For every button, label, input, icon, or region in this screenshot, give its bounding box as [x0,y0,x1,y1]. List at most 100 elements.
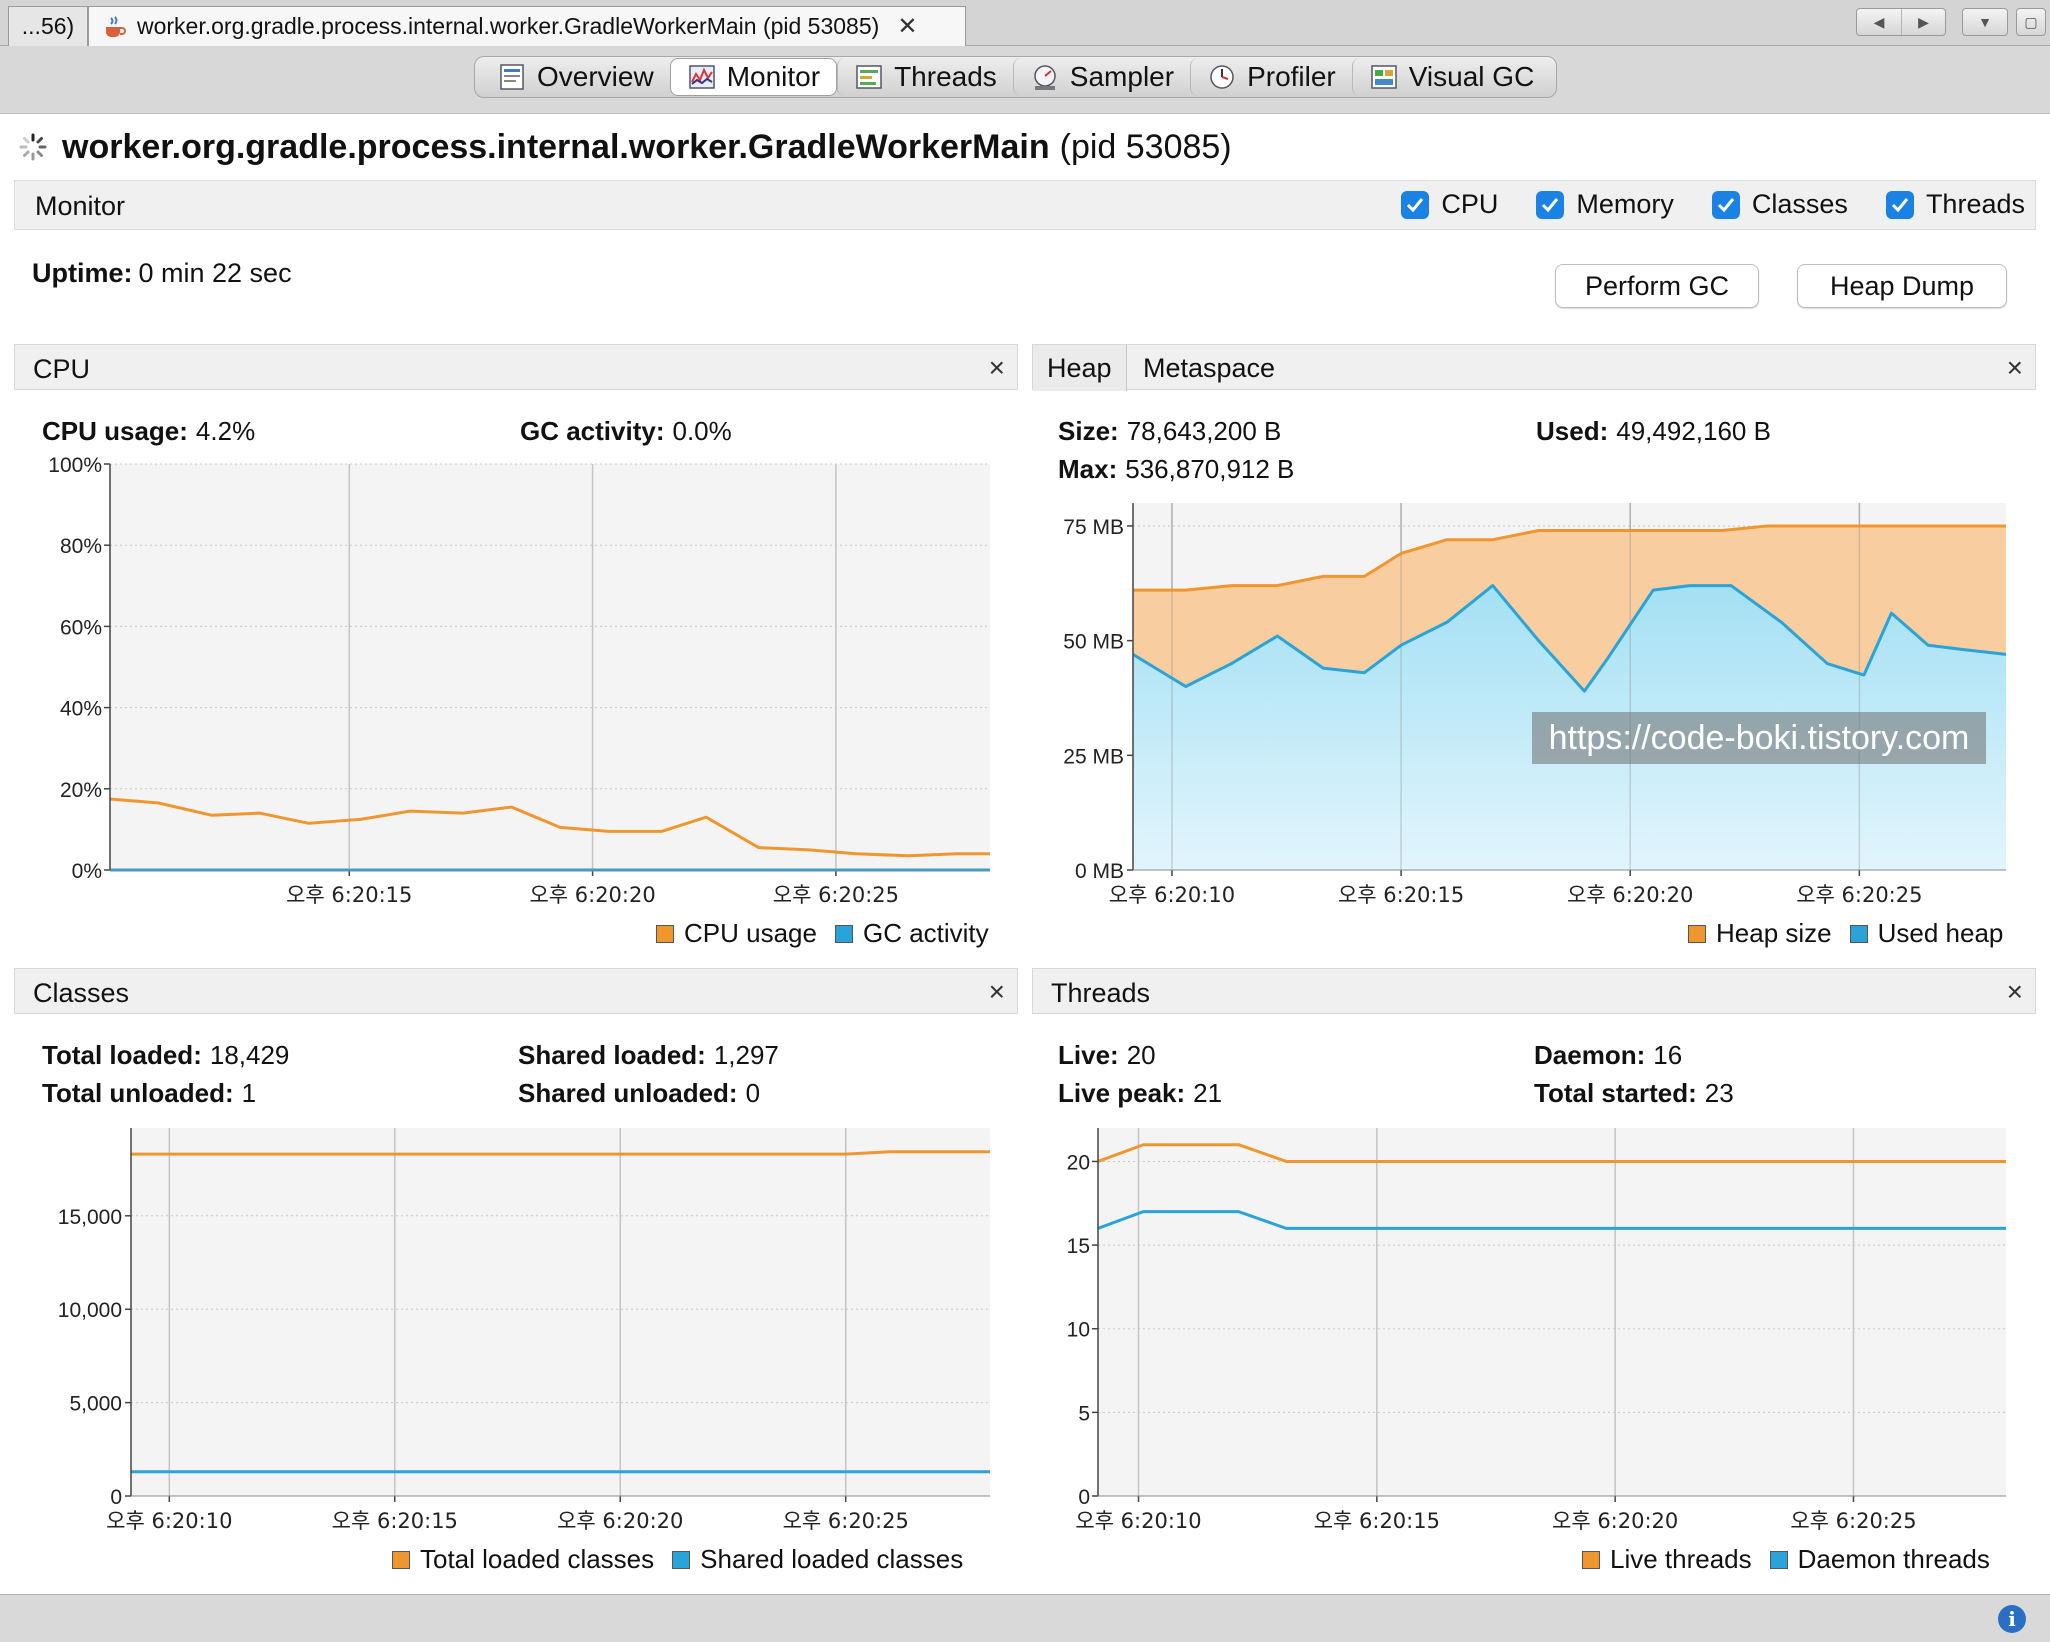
threads-panel-header: Threads × [1032,968,2036,1014]
y-tick-label: 80% [60,535,102,558]
checkbox-memory[interactable]: Memory [1536,189,1674,220]
y-tick-label: 75 MB [1063,516,1124,539]
y-tick-label: 0 [1078,1486,1090,1509]
doc-tab-gradle-worker[interactable]: worker.org.gradle.process.internal.worke… [88,6,966,46]
y-tick-label: 0% [72,860,102,883]
y-tick-label: 5 [1078,1402,1090,1425]
monitor-bar: Monitor CPU Memory Classes Threads [14,180,2036,230]
info-icon[interactable]: i [1998,1605,2026,1633]
y-tick-label: 0 MB [1075,860,1124,883]
heap-max-stat: Max: 536,870,912 B [1058,454,1294,485]
series-line-daemon-threads [1097,1210,2006,1230]
checkbox-label: Threads [1925,189,2025,219]
series-line-cpu-usage [109,797,990,858]
legend-gc-activity: GC activity [862,918,989,948]
checkbox-classes[interactable]: Classes [1711,189,1848,220]
scroll-left-icon[interactable]: ◀ [1873,13,1885,30]
tab-profiler[interactable]: Profiler [1190,58,1352,96]
close-icon[interactable]: ✕ [897,13,918,40]
legend-total-loaded: Total loaded classes [420,1544,655,1574]
threads-panel-title: Threads [1051,978,1151,1008]
uptime-value: 0 min 22 sec [138,258,292,288]
view-tab-label: Profiler [1247,61,1336,92]
checkbox-label: Classes [1751,189,1848,219]
heap-legend: Heap size Used heap [1688,918,2003,949]
monitor-checkboxes: CPU Memory Classes Threads [1401,189,2025,220]
legend-swatch-cpu-usage [656,924,674,943]
shared-unloaded-value: 0 [745,1078,761,1108]
tab-visual-gc[interactable]: Visual GC [1351,58,1551,96]
y-tick-label: 25 MB [1063,745,1124,768]
checkbox-label: Memory [1576,189,1674,219]
heap-dump-button[interactable]: Heap Dump [1797,264,2007,308]
close-icon[interactable]: × [988,976,1005,1007]
heap-max-label: Max: [1058,454,1118,484]
tab-overview[interactable]: Overview [481,58,670,96]
x-tick-label: 오후 6:20:10 [106,1509,232,1533]
y-tick-label: 20 [1067,1151,1090,1174]
y-tick-label: 15 [1067,1235,1090,1258]
total-loaded-stat: Total loaded: 18,429 [42,1040,289,1071]
tab-metaspace[interactable]: Metaspace [1143,352,1276,383]
tab-heap[interactable]: Heap [1033,345,1127,391]
plot-background [1098,1128,2006,1496]
classes-legend: Total loaded classes Shared loaded class… [392,1544,963,1575]
cpu-panel-title: CPU [33,354,91,384]
threads-legend: Live threads Daemon threads [1582,1544,1990,1575]
checkmark-icon [1885,190,1914,219]
total-loaded-value: 18,429 [209,1040,290,1070]
x-tick-label: 오후 6:20:20 [529,883,655,907]
legend-swatch-total-loaded [392,1550,410,1569]
checkbox-cpu[interactable]: CPU [1401,189,1498,220]
classes-panel-header: Classes × [14,968,1018,1014]
visual-gc-icon [1371,65,1397,89]
scroll-right-icon[interactable]: ▶ [1901,9,1945,35]
checkbox-threads[interactable]: Threads [1885,189,2025,220]
chevron-down-icon[interactable]: ▼ [1978,14,1992,30]
threads-icon [856,65,882,89]
perform-gc-button[interactable]: Perform GC [1555,264,1759,308]
overview-icon [500,64,524,90]
legend-cpu-usage: CPU usage [684,918,817,948]
y-tick-label: 10,000 [58,1299,122,1322]
x-tick-label: 오후 6:20:20 [1567,883,1693,907]
tab-threads[interactable]: Threads [837,58,1013,96]
java-cup-icon [106,15,126,37]
status-bar: i [0,1594,2050,1642]
live-value: 20 [1126,1040,1156,1070]
view-tab-label: Visual GC [1408,61,1535,92]
tab-list-control: ▼ [1962,8,2008,36]
x-tick-label: 오후 6:20:10 [1075,1509,1201,1533]
x-tick-label: 오후 6:20:15 [286,883,412,907]
live-peak-label: Live peak: [1058,1078,1186,1108]
cpu-usage-stat: CPU usage: 4.2% [42,416,255,447]
tab-monitor[interactable]: Monitor [669,58,838,96]
plot-background [131,1128,990,1496]
view-tab-label: Overview [537,61,654,92]
sampler-icon [1034,65,1056,90]
restore-icon[interactable]: ▢ [2024,13,2038,30]
doc-tab-collapsed[interactable]: ...56) [8,6,88,46]
y-tick-label: 0 [110,1486,122,1509]
monitor-title: Monitor [35,191,126,221]
y-tick-label: 5,000 [69,1393,122,1416]
close-icon[interactable]: × [988,352,1005,383]
doc-tab-label: worker.org.gradle.process.internal.worke… [137,13,880,39]
legend-heap-size: Heap size [1716,918,1832,948]
checkmark-icon [1401,190,1430,219]
shared-loaded-value: 1,297 [713,1040,779,1070]
legend-daemon-threads: Daemon threads [1797,1544,1990,1574]
legend-swatch-heap-size [1688,924,1706,943]
x-tick-label: 오후 6:20:25 [773,883,899,907]
live-stat: Live: 20 [1058,1040,1156,1071]
shared-unloaded-label: Shared unloaded: [518,1078,738,1108]
checkmark-icon [1536,190,1565,219]
y-tick-label: 20% [60,779,102,802]
y-tick-label: 60% [60,616,102,639]
gc-activity-value: 0.0% [672,416,732,446]
uptime-label: Uptime: [32,258,133,288]
tab-sampler[interactable]: Sampler [1012,58,1190,96]
close-icon[interactable]: × [2006,976,2023,1007]
doc-tab-collapsed-label: ...56) [21,13,75,39]
close-icon[interactable]: × [2006,352,2023,383]
